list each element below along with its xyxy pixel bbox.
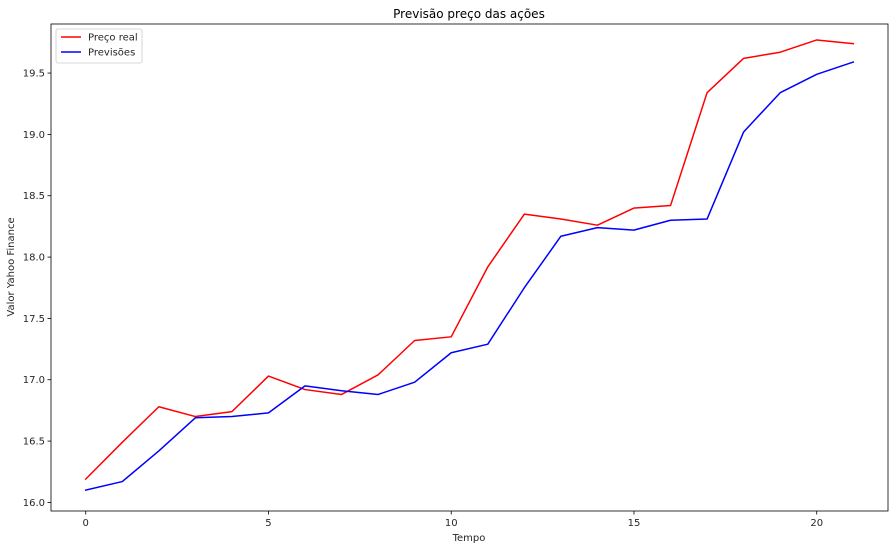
chart-title: Previsão preço das ações <box>393 7 545 21</box>
legend: Preço real Previsões <box>55 28 143 64</box>
y-tick-label: 16.5 <box>23 437 45 448</box>
y-tick-label: 19.5 <box>23 69 45 80</box>
series-layer <box>84 39 855 492</box>
x-axis: 0 5 10 15 20 <box>83 511 823 529</box>
x-tick-label: 15 <box>628 518 641 529</box>
legend-label-preco-real: Preço real <box>88 33 138 44</box>
y-axis: 16.0 16.5 17.0 17.5 18.0 18.5 19.0 19.5 <box>23 69 51 509</box>
y-tick-label: 17.0 <box>23 375 45 386</box>
y-tick-label: 19.0 <box>23 130 45 141</box>
y-axis-title: Valor Yahoo Finance <box>6 217 17 316</box>
plot-frame <box>50 23 889 512</box>
y-tick-label: 17.5 <box>23 314 45 325</box>
y-tick-label: 18.5 <box>23 191 45 202</box>
x-tick-label: 20 <box>810 518 823 529</box>
series-line-previsoes <box>84 61 855 492</box>
x-tick-label: 10 <box>445 518 458 529</box>
y-tick-label: 18.0 <box>23 253 45 264</box>
legend-label-previsoes: Previsões <box>88 48 135 59</box>
x-tick-label: 0 <box>83 518 89 529</box>
y-tick-label: 16.0 <box>23 498 45 509</box>
series-line-preco-real <box>84 39 855 481</box>
x-axis-title: Tempo <box>452 533 486 544</box>
x-tick-label: 5 <box>265 518 271 529</box>
